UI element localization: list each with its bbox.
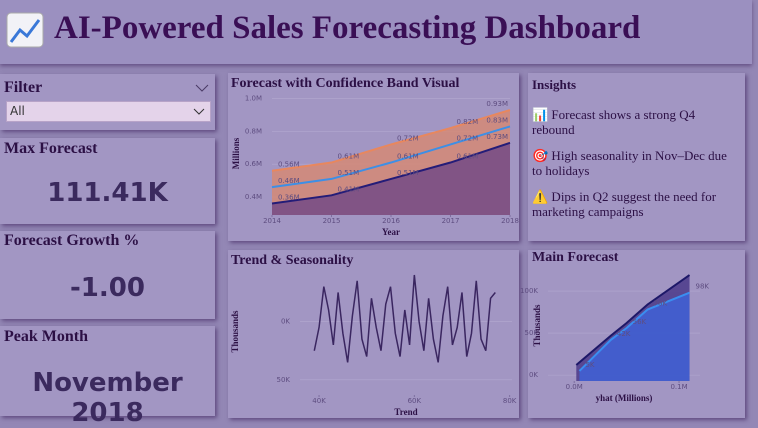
value-label: 0.41M	[338, 185, 360, 193]
x-tick-label: 2018	[501, 217, 519, 225]
y-tick-label: 50K	[277, 376, 291, 384]
x-tick-label: 2016	[382, 217, 400, 225]
card-label: Max Forecast	[4, 140, 98, 157]
card: Max Forecast 111.41K	[0, 138, 215, 224]
x-tick-label: 2017	[442, 217, 460, 225]
chart-title: Forecast with Confidence Band Visual	[231, 76, 460, 91]
area	[579, 292, 690, 381]
x-tick-label: 0.1M	[670, 383, 687, 391]
chart-title: Main Forecast	[532, 250, 619, 265]
value-label: 0.83M	[486, 116, 508, 124]
value-label: 56K	[633, 318, 647, 326]
filter-dropdown[interactable]: All	[6, 101, 211, 122]
x-axis-label: Trend	[394, 407, 417, 417]
x-axis-label: Year	[382, 227, 400, 237]
value-label: 0.51M	[338, 169, 360, 177]
insight: 🎯 High seasonality in Nov–Dec due to hol…	[532, 148, 727, 178]
y-tick-label: 0.8M	[245, 127, 262, 135]
y-tick-label: 1.0M	[245, 95, 262, 103]
value-label: 42K	[617, 330, 631, 338]
card: Peak Month November 2018	[0, 326, 215, 428]
chart-title: Trend & Seasonality	[231, 253, 353, 268]
y-axis-label: Millions	[231, 137, 241, 169]
insight: 📊 Forecast shows a strong Q4 rebound	[532, 107, 696, 137]
y-tick-label: 50K	[525, 329, 539, 337]
line	[575, 274, 691, 366]
value-label: 0.72M	[397, 134, 419, 142]
y-tick-label: 0K	[529, 371, 538, 379]
collapse-chevron[interactable]	[195, 84, 209, 92]
y-axis-label: Thousands	[532, 304, 542, 347]
card-value: -1.00	[70, 273, 145, 303]
dropdown-arrow	[193, 108, 205, 115]
dashboard-title: AI-Powered Sales Forecasting Dashboard	[54, 10, 641, 46]
value-label: 98K	[696, 283, 710, 291]
chart-panel	[228, 250, 519, 418]
y-tick-label: 0K	[281, 318, 290, 326]
insights-title: Insights	[532, 77, 577, 92]
value-label: 0.82M	[457, 118, 479, 126]
value-label: 0.61M	[457, 153, 479, 161]
line	[271, 141, 511, 205]
value-label: 0.72M	[457, 134, 479, 142]
x-tick-label: 60K	[408, 397, 422, 405]
line	[313, 274, 496, 363]
line	[271, 125, 511, 189]
line	[271, 109, 511, 172]
value-label: 0.51M	[397, 169, 419, 177]
x-tick-label: 2015	[323, 217, 341, 225]
filter-value: All	[10, 104, 25, 118]
filter-label: Filter	[4, 79, 43, 96]
x-tick-label: 40K	[312, 397, 326, 405]
insight: ⚠️ Dips in Q2 suggest the need for marke…	[532, 189, 717, 219]
value-label: 0.61M	[397, 153, 419, 161]
value-label: 0.56M	[278, 161, 300, 169]
value-label: 0.61M	[338, 153, 360, 161]
y-axis-label: Thousands	[230, 310, 240, 353]
y-tick-label: 100K	[520, 287, 538, 295]
value-label: 0.46M	[278, 177, 300, 185]
x-tick-label: 80K	[503, 397, 517, 405]
x-axis-label: yhat (Millions)	[596, 393, 653, 403]
insights-panel: Insights 📊 Forecast shows a strong Q4 re…	[528, 73, 745, 241]
title-bar: AI-Powered Sales Forecasting Dashboard	[0, 0, 752, 64]
chart-icon	[6, 12, 44, 48]
value-label: 5K	[585, 361, 594, 369]
value-label: 78K	[654, 300, 668, 308]
card-label: Peak Month	[4, 328, 88, 345]
y-tick-label: 0.4M	[245, 193, 262, 201]
value-label: 0.36M	[278, 194, 300, 202]
card-value: 111.41K	[47, 178, 168, 208]
filter-panel: Filter All	[0, 74, 215, 130]
line	[578, 291, 690, 372]
x-tick-label: 0.0M	[566, 383, 583, 391]
x-tick-label: 2014	[263, 217, 281, 225]
value-label: 0.93M	[486, 100, 508, 108]
card: Forecast Growth % -1.00	[0, 231, 215, 319]
y-tick-label: 0.6M	[245, 160, 262, 168]
value-label: 0.73M	[486, 133, 508, 141]
card-label: Forecast Growth %	[4, 232, 140, 249]
